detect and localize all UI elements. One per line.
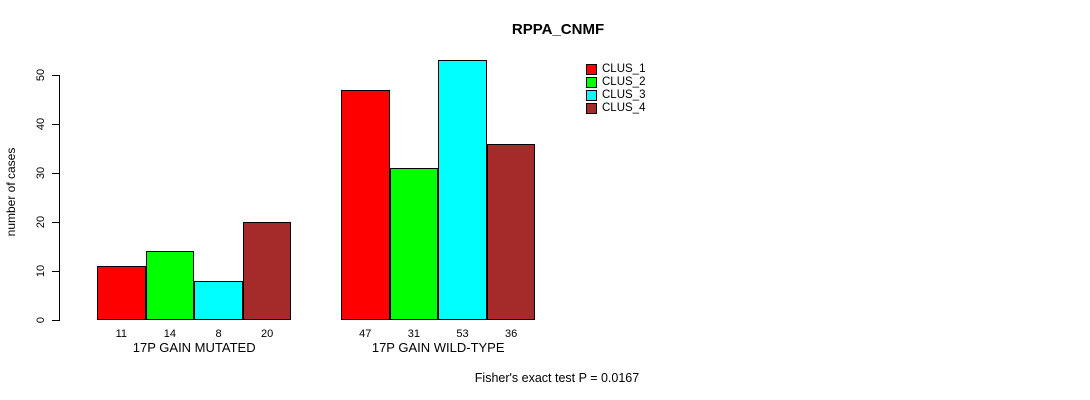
y-tick-mark-40	[52, 123, 59, 125]
bar-clus_3-group1	[194, 280, 243, 320]
legend-label: CLUS_2	[602, 75, 646, 88]
bar-value-label: 53	[456, 328, 469, 340]
legend-label: CLUS_4	[602, 101, 646, 114]
legend-swatch-icon	[586, 90, 597, 101]
bar-clus_1-group2	[341, 89, 390, 320]
legend-label: CLUS_3	[602, 88, 646, 101]
y-axis-label: number of cases	[4, 147, 18, 237]
bar-clus_2-group2	[389, 168, 439, 320]
group-label-2: 17P GAIN WILD-TYPE	[371, 340, 505, 355]
bar-value-label: 31	[407, 328, 421, 340]
y-tick-mark-30	[52, 172, 59, 174]
legend-swatch-icon	[586, 64, 597, 75]
legend-swatch-icon	[586, 103, 597, 114]
y-tick-label-30: 30	[35, 166, 47, 180]
y-tick-mark-10	[52, 270, 59, 272]
y-tick-label-20: 20	[35, 215, 47, 229]
legend-label: CLUS_1	[602, 62, 646, 75]
bar-value-label: 36	[504, 328, 518, 340]
legend: CLUS_1 CLUS_2 CLUS_3 CLUS_4	[586, 63, 645, 115]
legend-item-clus_1: CLUS_1	[586, 63, 645, 76]
y-tick-mark-20	[52, 221, 59, 223]
group-label-1: 17P GAIN MUTATED	[132, 340, 256, 355]
bar-clus_4-group2	[486, 143, 536, 320]
legend-item-clus_4: CLUS_4	[586, 102, 645, 115]
bar-clus_4-group1	[242, 222, 292, 320]
legend-item-clus_3: CLUS_3	[586, 89, 645, 102]
bar-value-label: 14	[163, 328, 177, 340]
y-axis-line	[59, 75, 60, 321]
bar-value-label: 11	[115, 328, 128, 340]
y-tick-label-0: 0	[35, 316, 47, 324]
y-tick-label-50: 50	[35, 68, 47, 82]
bar-clus_2-group1	[145, 251, 195, 320]
y-tick-mark-0	[52, 319, 59, 321]
bar-value-label: 47	[359, 328, 372, 340]
y-tick-label-10: 10	[35, 264, 47, 278]
legend-swatch-icon	[586, 77, 597, 88]
bar-value-label: 8	[215, 328, 222, 340]
y-tick-label-40: 40	[35, 117, 47, 131]
fisher-test-annotation: Fisher's exact test P = 0.0167	[474, 371, 640, 385]
y-tick-mark-50	[52, 74, 59, 76]
legend-item-clus_2: CLUS_2	[586, 76, 645, 89]
bar-clus_1-group1	[97, 266, 146, 320]
bar-value-label: 20	[260, 328, 274, 340]
bar-clus_3-group2	[438, 60, 487, 320]
chart-title: RPPA_CNMF	[511, 21, 605, 38]
